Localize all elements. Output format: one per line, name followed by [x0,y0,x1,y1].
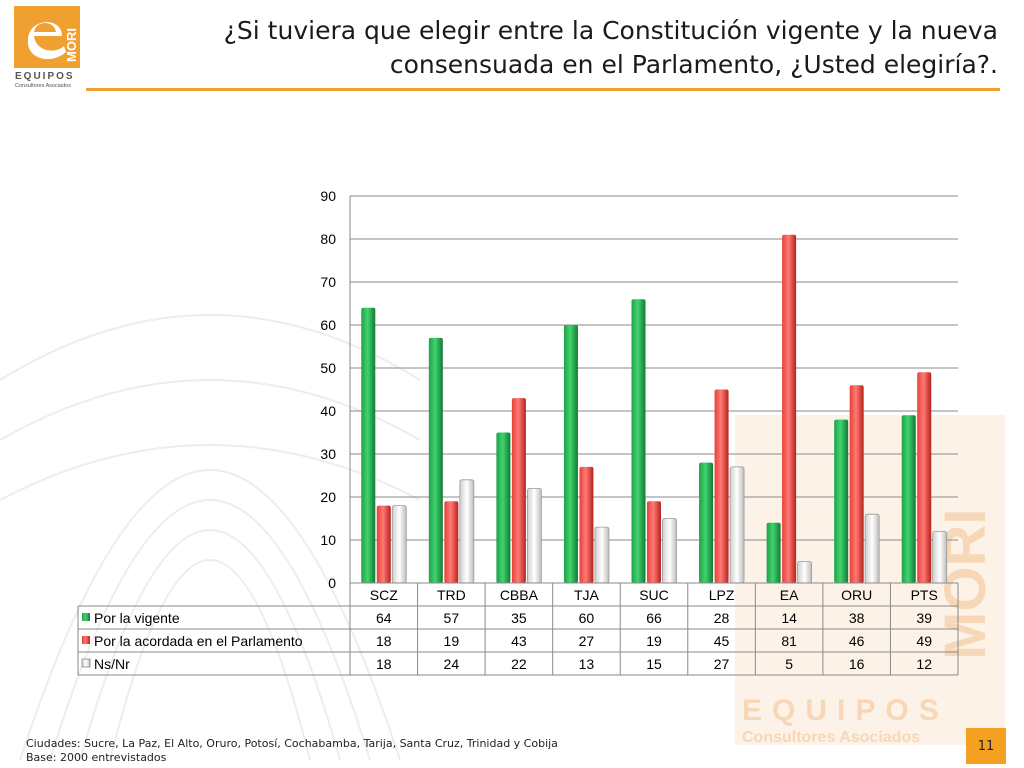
y-tick-label: 40 [320,403,336,419]
data-label: 16 [849,656,865,672]
y-tick-label: 0 [328,575,336,591]
bar-TRD-series-1 [444,501,459,583]
x-tick-label: EA [780,587,799,603]
y-tick-label: 30 [320,446,336,462]
bar-EA-series-1 [782,234,797,583]
x-tick-label: ORU [841,587,872,603]
watermark-consultores-text: Consultores Asociados [742,729,920,746]
data-label: 43 [511,633,527,649]
legend-entry: Por la vigente [94,610,180,626]
data-label: 60 [579,610,595,626]
bar-SUC-series-2 [662,518,677,584]
bar-TJA-series-0 [563,325,578,583]
x-tick-label: CBBA [500,587,539,603]
data-label: 12 [916,656,932,672]
data-label: 22 [511,656,527,672]
data-label: 27 [579,633,595,649]
data-label: 13 [579,656,595,672]
legend-entry: Por la acordada en el Parlamento [94,633,303,649]
dome-arcs [0,314,421,761]
bar-TRD-series-2 [459,479,475,584]
page-number: 11 [966,728,1006,764]
data-label: 46 [849,633,865,649]
bar-ORU-series-1 [849,385,864,583]
footnote: Ciudades: Sucre, La Paz, El Alto, Oruro,… [26,737,558,765]
bar-PTS-series-2 [932,531,948,584]
bar-TRD-series-0 [428,337,443,583]
x-tick-label: TRD [437,587,466,603]
legend-swatch [81,658,91,668]
data-label: 5 [785,656,793,672]
bar-EA-series-0 [766,522,781,583]
logo-consultores-text: Consultores Asociados [15,83,71,88]
x-tick-label: SCZ [370,587,398,603]
bar-PTS-series-0 [901,415,916,583]
data-label: 14 [781,610,797,626]
y-tick-label: 10 [320,532,336,548]
data-label: 18 [376,656,392,672]
data-label: 81 [781,633,797,649]
bar-CBBA-series-1 [511,398,526,583]
logo-graphic: MORI EQUIPOS Consultores Asociados [14,6,80,89]
data-label: 66 [646,610,662,626]
bar-PTS-series-1 [917,372,932,583]
data-label: 64 [376,610,392,626]
data-label: 57 [444,610,460,626]
bar-ORU-series-2 [864,513,880,584]
data-label: 18 [376,633,392,649]
y-tick-label: 50 [320,360,336,376]
bar-SCZ-series-0 [361,307,376,583]
bar-SCZ-series-1 [376,505,391,583]
x-tick-label: TJA [574,587,600,603]
bar-LPZ-series-0 [699,462,714,583]
watermark-equipos-text: EQUIPOS [742,694,949,727]
data-label: 19 [444,633,460,649]
bar-SCZ-series-2 [391,505,407,584]
legend-entry: Ns/Nr [94,656,130,672]
x-tick-label: LPZ [709,587,735,603]
bar-LPZ-series-2 [729,466,745,584]
bar-ORU-series-0 [834,419,849,583]
data-label: 27 [714,656,730,672]
data-label: 35 [511,610,527,626]
footnote-base: Base: 2000 entrevistados [26,751,167,764]
bar-SUC-series-1 [647,501,661,583]
company-logo: MORI EQUIPOS Consultores Asociados [14,6,80,89]
slide-title: ¿Si tuviera que elegir entre la Constitu… [198,14,998,82]
y-tick-label: 70 [320,274,336,290]
logo-equipos-text: EQUIPOS [15,71,75,82]
bar-CBBA-series-2 [526,487,542,584]
logo-e-mark [27,22,66,60]
data-label: 45 [714,633,730,649]
data-label: 15 [646,656,662,672]
y-tick-label: 20 [320,489,336,505]
bar-LPZ-series-1 [714,389,729,583]
logo-mori-text: MORI [64,28,79,62]
bar-TJA-series-1 [579,466,594,583]
y-tick-label: 80 [320,231,336,247]
footnote-cities: Ciudades: Sucre, La Paz, El Alto, Oruro,… [26,737,558,750]
x-tick-label: PTS [911,587,938,603]
y-tick-label: 90 [320,188,336,204]
title-line-1: ¿Si tuviera que elegir entre la Constitu… [223,16,998,45]
bar-EA-series-2 [797,561,813,584]
title-line-2: consensuada en el Parlamento, ¿Usted ele… [389,50,998,79]
data-label: 19 [646,633,662,649]
legend-swatch [82,636,90,644]
x-tick-label: SUC [639,587,669,603]
data-label: 49 [916,633,932,649]
data-label: 38 [849,610,865,626]
bar-CBBA-series-0 [496,432,511,583]
title-underline [86,88,1000,91]
bar-TJA-series-2 [594,526,610,584]
data-label: 28 [714,610,730,626]
legend-swatch [82,613,90,621]
bar-SUC-series-0 [631,299,646,583]
data-label: 39 [916,610,932,626]
y-tick-label: 60 [320,317,336,333]
data-label: 24 [444,656,460,672]
